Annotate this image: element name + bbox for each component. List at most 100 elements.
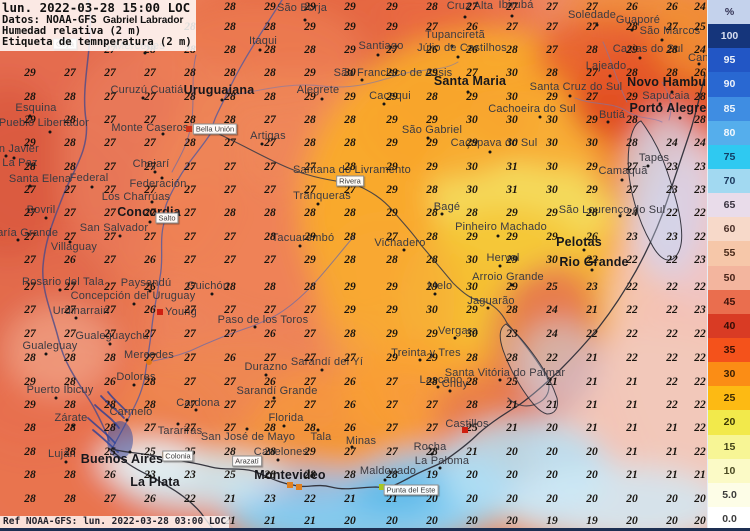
valid-time: lun. 2022-03-28 15:00 LOC <box>2 0 191 15</box>
temperature-label: 27 <box>24 231 36 243</box>
temperature-label: 26 <box>104 376 116 388</box>
temperature-label: 27 <box>64 207 76 219</box>
city-dot-buenos-aires <box>128 450 132 454</box>
temperature-label: 28 <box>506 352 518 364</box>
city-dot-z-rate <box>71 424 75 428</box>
city-label-cachoeira-do-sul: Cachoeira do Sul <box>488 103 576 115</box>
temperature-label: 27 <box>64 231 76 243</box>
temperature-label: 30 <box>546 161 558 173</box>
city-label-artigas: Artigas <box>250 130 286 142</box>
temperature-label: 21 <box>546 376 558 388</box>
temperature-label: 27 <box>144 207 156 219</box>
temperature-label: 27 <box>586 67 598 79</box>
temperature-label: 23 <box>264 493 276 505</box>
temperature-label: 22 <box>666 281 678 293</box>
temperature-label: 22 <box>626 328 638 340</box>
temperature-label: 30 <box>546 114 558 126</box>
city-dot-novo-hamburgo <box>670 90 674 94</box>
city-dot-herval <box>498 264 502 268</box>
city-label-jaguar-o: Jaguarão <box>467 295 515 307</box>
city-dot-sarand-del-y <box>320 368 324 372</box>
temperature-label: 26 <box>586 231 598 243</box>
temperature-label: 21 <box>694 469 706 481</box>
temperature-label: 28 <box>264 21 276 33</box>
temperature-label: 21 <box>264 515 276 527</box>
temperature-label: 30 <box>506 114 518 126</box>
temperature-label: 22 <box>666 399 678 411</box>
city-dot-villaguay <box>68 240 72 244</box>
temperature-label: 28 <box>694 91 706 103</box>
city-dot-curuz-cuati <box>141 96 145 100</box>
temperature-label: 29 <box>24 399 36 411</box>
city-dot-gualeguay <box>44 352 48 356</box>
city-label-la-plata: La Plata <box>130 475 180 489</box>
city-label-chuy: Chuy <box>441 378 469 390</box>
temperature-label: 29 <box>386 1 398 13</box>
temperature-label: 28 <box>386 254 398 266</box>
temperature-label: 29 <box>426 328 438 340</box>
temperature-label: 28 <box>546 67 558 79</box>
city-label-cruz-alta: Cruz Alta <box>446 0 494 12</box>
city-dot-pueblo-libertador <box>48 130 52 134</box>
city-label-rosario-del-tala: Rosario del Tala <box>22 276 104 288</box>
city-label-maldonado: Maldonado <box>359 465 417 477</box>
temperature-label: 21 <box>626 446 638 458</box>
temperature-label: 28 <box>344 207 356 219</box>
city-dot-mar-a-grande <box>16 238 20 242</box>
temperature-label: 29 <box>344 304 356 316</box>
temperature-label: 27 <box>386 422 398 434</box>
colorbar-cell-65: 65 <box>708 193 750 218</box>
city-dot-tarariras <box>176 422 180 426</box>
temperature-label: 26 <box>426 44 438 56</box>
temperature-label: 27 <box>184 376 196 388</box>
temperature-label: 20 <box>586 446 598 458</box>
temperature-label: 28 <box>264 281 276 293</box>
city-dot-treinta-y-tres <box>418 358 422 362</box>
temperature-label: 22 <box>666 304 678 316</box>
city-dot-tala <box>316 428 320 432</box>
temperature-label: 28 <box>386 469 398 481</box>
temperature-label: 27 <box>344 446 356 458</box>
city-dot-minas <box>350 445 354 449</box>
colorbar-cell-60: 60 <box>708 217 750 242</box>
temperature-label: 29 <box>386 114 398 126</box>
temperature-label: 29 <box>24 137 36 149</box>
city-label-young: Young <box>165 306 197 318</box>
temperature-label: 29 <box>506 207 518 219</box>
temperature-label: 27 <box>586 21 598 33</box>
city-label-herval: Herval <box>486 252 520 264</box>
station-box-salto: Salto <box>155 212 179 224</box>
temperature-label: 28 <box>344 137 356 149</box>
temperature-label: 28 <box>64 399 76 411</box>
city-label-durazno: Durazno <box>244 361 288 373</box>
city-dot-pinheiro-machado <box>496 234 500 238</box>
temperature-label: 22 <box>694 352 706 364</box>
temperature-label: 28 <box>426 184 438 196</box>
city-dot-vichadero <box>402 248 406 252</box>
temperature-label: 27 <box>144 422 156 434</box>
temperature-label: 20 <box>586 469 598 481</box>
temperature-label: 30 <box>466 281 478 293</box>
temperature-label: 27 <box>546 21 558 33</box>
temperature-label: 23 <box>666 184 678 196</box>
colorbar-cell-95: 95 <box>708 48 750 73</box>
temperature-label: 27 <box>386 376 398 388</box>
city-label-monte-caseros: Monte Caseros <box>111 122 189 134</box>
temperature-label: 20 <box>546 493 558 505</box>
temperature-label: 21 <box>224 493 236 505</box>
city-dot-gualeguaych <box>108 342 112 346</box>
temperature-label: 29 <box>466 304 478 316</box>
temperature-label: 27 <box>224 161 236 173</box>
city-dot-canela <box>697 62 701 66</box>
temperature-label: 27 <box>426 21 438 33</box>
temperature-label: 28 <box>24 446 36 458</box>
temperature-label: 22 <box>586 328 598 340</box>
city-dot-tapes <box>646 164 650 168</box>
temperature-label: 26 <box>466 44 478 56</box>
temperature-label: 30 <box>466 114 478 126</box>
temperature-label: 28 <box>224 1 236 13</box>
temperature-label: 27 <box>24 304 36 316</box>
city-label-camaqu: Camaquã <box>598 165 648 177</box>
temperature-label: 26 <box>344 376 356 388</box>
temperature-label: 29 <box>386 161 398 173</box>
